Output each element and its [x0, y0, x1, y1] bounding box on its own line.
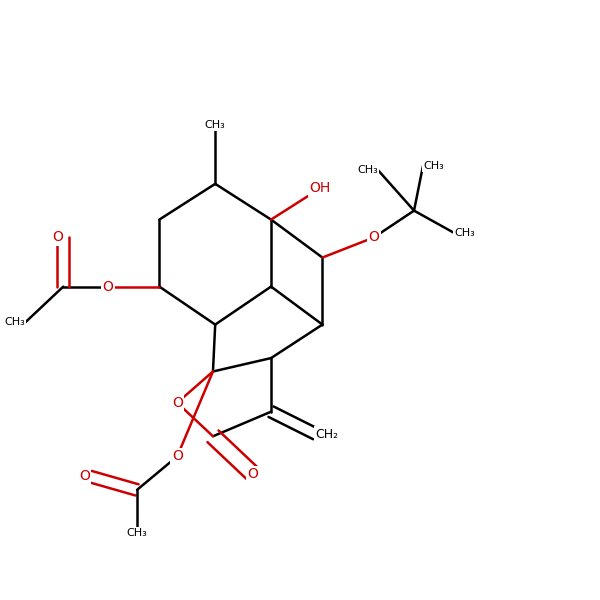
- Text: O: O: [103, 280, 113, 293]
- Text: CH₃: CH₃: [5, 317, 25, 328]
- Text: CH₃: CH₃: [423, 161, 444, 171]
- Text: CH₃: CH₃: [205, 120, 226, 130]
- Text: CH₂: CH₂: [316, 428, 339, 440]
- Text: O: O: [52, 230, 63, 244]
- Text: OH: OH: [310, 181, 331, 195]
- Text: CH₃: CH₃: [454, 228, 475, 238]
- Text: O: O: [79, 469, 90, 484]
- Text: CH₃: CH₃: [127, 528, 148, 538]
- Text: CH₃: CH₃: [358, 166, 378, 175]
- Text: O: O: [172, 396, 182, 410]
- Text: O: O: [248, 467, 259, 481]
- Text: O: O: [368, 230, 379, 244]
- Text: O: O: [172, 449, 182, 463]
